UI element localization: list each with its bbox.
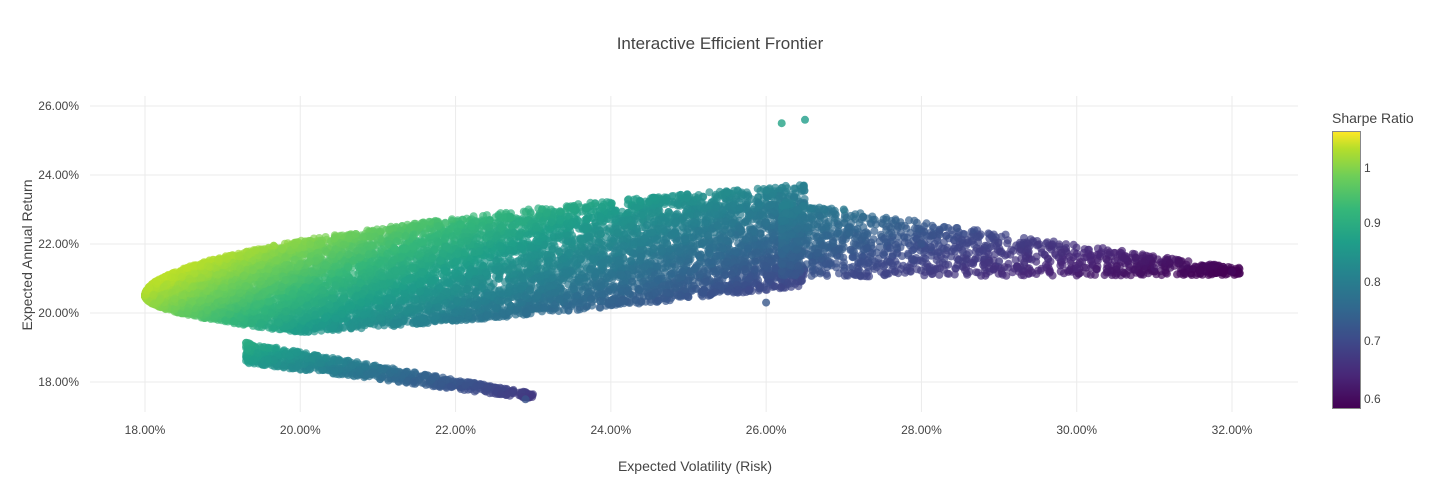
x-tick-label: 24.00% <box>591 423 632 437</box>
y-tick-label: 26.00% <box>38 99 79 113</box>
x-tick-label: 18.00% <box>125 423 166 437</box>
x-tick-label: 26.00% <box>746 423 787 437</box>
colorbar-tick-label: 1 <box>1364 161 1371 175</box>
x-tick-label: 22.00% <box>435 423 476 437</box>
x-tick-label: 32.00% <box>1212 423 1253 437</box>
colorbar-title: Sharpe Ratio <box>1332 110 1414 126</box>
colorbar-tick-label: 0.6 <box>1364 392 1381 406</box>
y-tick-label: 18.00% <box>38 375 79 389</box>
y-axis-title: Expected Annual Return <box>19 180 35 331</box>
x-axis-title: Expected Volatility (Risk) <box>618 458 772 474</box>
colorbar-tick-label: 0.8 <box>1364 275 1381 289</box>
chart-title: Interactive Efficient Frontier <box>616 34 824 53</box>
scatter-points[interactable] <box>141 115 1244 404</box>
x-axis-ticks: 18.00% 20.00% 22.00% 24.00% 26.00% 28.00% 30.0… <box>125 423 1253 437</box>
colorbar-tick-label: 0.9 <box>1364 216 1381 230</box>
x-tick-label: 30.00% <box>1056 423 1097 437</box>
colorbar-tick-label: 0.7 <box>1364 334 1381 348</box>
colorbar-gradient <box>1332 131 1361 409</box>
y-axis-ticks: 18.00% 20.00% 22.00% 24.00% 26.00% <box>38 99 79 389</box>
x-tick-label: 28.00% <box>901 423 942 437</box>
y-tick-label: 24.00% <box>38 168 79 182</box>
y-tick-label: 20.00% <box>38 306 79 320</box>
x-tick-label: 20.00% <box>280 423 321 437</box>
y-tick-label: 22.00% <box>38 237 79 251</box>
